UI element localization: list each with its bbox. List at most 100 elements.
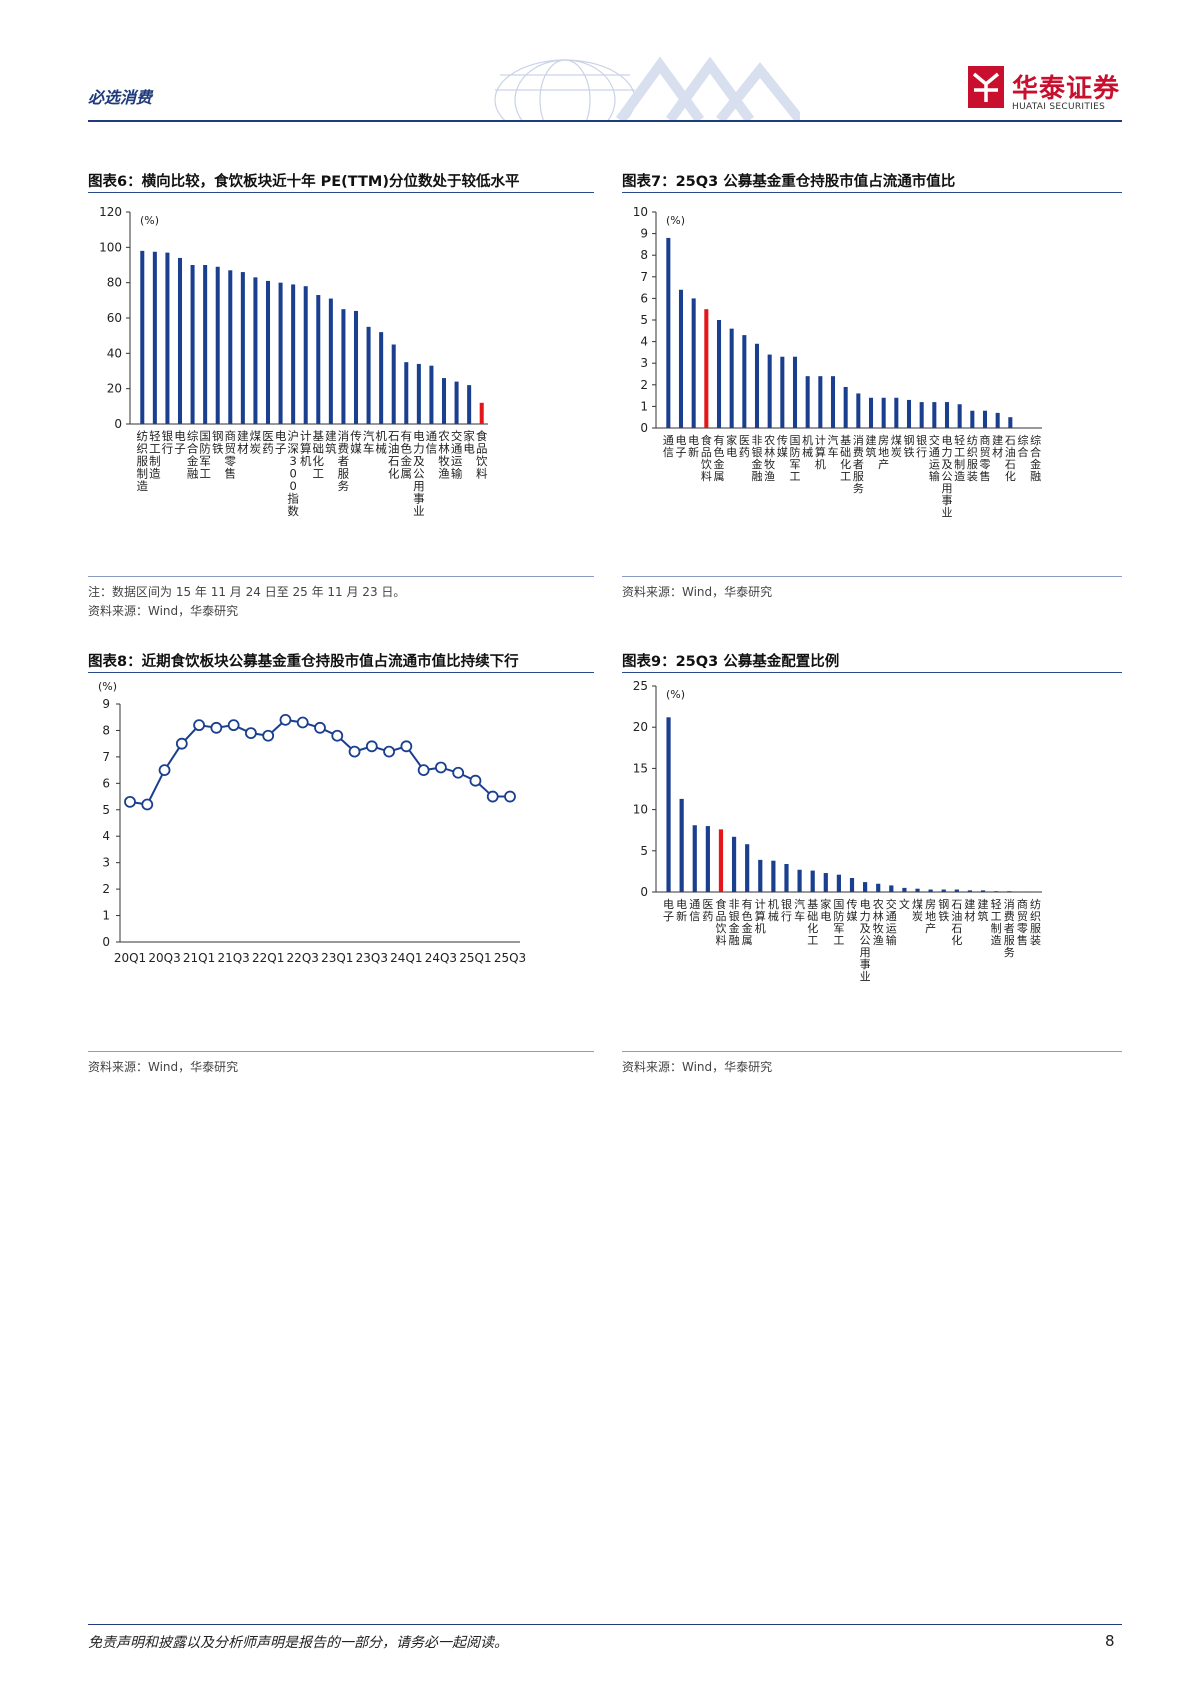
bar (240, 272, 245, 424)
x-tick-label: 农林牧渔 (873, 897, 884, 947)
bar (894, 397, 899, 428)
bar (818, 376, 823, 428)
data-point (314, 721, 326, 734)
y-tick-label: 5 (102, 803, 110, 817)
data-point (124, 795, 136, 808)
x-tick-label: 21Q1 (183, 951, 215, 965)
x-tick-label: 家电 (820, 897, 831, 923)
data-point (417, 764, 430, 777)
bar (810, 870, 815, 892)
x-tick-label: 24Q3 (425, 951, 457, 965)
bar (919, 402, 924, 428)
y-tick-label: 20 (633, 720, 648, 734)
figure-title-rule (88, 192, 594, 193)
x-tick-label: 25Q1 (459, 951, 491, 965)
x-tick-label: 25Q3 (494, 951, 526, 965)
y-tick-label: 7 (102, 750, 110, 764)
x-tick-label: 通信 (426, 429, 438, 456)
bar (691, 298, 696, 428)
x-tick-label: 国防军工 (833, 898, 844, 947)
footer-divider (88, 1624, 1122, 1625)
bar (742, 335, 747, 428)
y-tick-label: 1 (640, 399, 648, 413)
y-tick-label: 3 (102, 856, 110, 870)
y-tick-label: 7 (640, 270, 648, 284)
x-tick-label: 汽车 (363, 429, 375, 456)
x-tick-label: 文 (899, 897, 910, 911)
y-tick-label: 8 (102, 723, 110, 737)
x-tick-label: 医药 (262, 429, 274, 456)
figure-title-rule (622, 672, 1122, 673)
bar (915, 888, 920, 892)
bar (863, 882, 868, 892)
bar (479, 402, 484, 424)
x-tick-label: 有色金属 (401, 429, 413, 481)
x-tick-label: 电力及公用事业 (942, 434, 953, 519)
x-tick-label: 电新 (676, 898, 687, 923)
x-tick-label: 有色金属 (742, 897, 753, 947)
company-logo: 华泰证券 HUATAI SECURITIES (968, 66, 1128, 116)
x-tick-label: 建材 (992, 433, 1003, 459)
bar (165, 252, 170, 424)
bar (278, 282, 283, 424)
y-tick-label: 20 (107, 382, 122, 396)
bar (906, 399, 912, 428)
y-tick-label: 5 (640, 313, 648, 327)
bar (152, 251, 157, 424)
x-tick-label: 消费者服务 (853, 433, 864, 495)
data-point (331, 729, 344, 742)
bar (341, 309, 346, 424)
x-tick-label: 商贸零售 (225, 429, 237, 481)
bar (823, 873, 828, 892)
x-tick-label: 有色金属 (714, 433, 725, 483)
bar (467, 385, 472, 424)
bar (889, 885, 894, 892)
bar (758, 859, 763, 892)
bar (416, 363, 421, 424)
x-tick-label: 通信 (663, 434, 674, 459)
data-point (262, 729, 275, 742)
x-tick-label: 纺织服制造 (137, 429, 149, 493)
y-tick-label: 9 (102, 697, 110, 711)
bar (932, 402, 937, 428)
bar (731, 836, 737, 892)
bar (876, 883, 881, 892)
x-tick-label: 石油石化 (388, 429, 400, 481)
x-tick-label: 农林牧渔 (438, 429, 450, 481)
unit-label: (%) (666, 688, 685, 701)
x-tick-label: 综合金融 (1030, 433, 1041, 483)
x-tick-label: 消费者服务 (338, 429, 350, 493)
bar-chart-pe-percentile: 020406080100120(%)纺织服制造轻工制造银行电子综合金融国防军工钢… (99, 205, 488, 518)
bar (404, 362, 409, 424)
y-tick-label: 5 (640, 844, 648, 858)
y-tick-label: 80 (107, 276, 122, 290)
bar (391, 344, 396, 424)
bar (792, 356, 798, 428)
figure-title: 图表6：横向比较，食饮板块近十年 PE(TTM)分位数处于较低水平 (88, 174, 520, 190)
x-tick-label: 电子 (174, 429, 186, 456)
x-tick-label: 计算机 (755, 898, 766, 935)
bar (729, 328, 734, 428)
y-tick-label: 8 (640, 248, 648, 262)
y-tick-label: 10 (633, 205, 648, 219)
x-tick-label: 国防军工 (199, 429, 211, 481)
data-point (348, 745, 361, 758)
data-point (175, 737, 188, 750)
bar-chart-fund-holdings-ratio: 0 1 2 3 4 5 6 7 8 9 10 (%) 通信电子电新食品饮料有色金属家电医药非银金融农林牧… (633, 205, 1042, 519)
x-tick-label: 石油石化 (951, 898, 962, 947)
data-point (452, 766, 465, 779)
figure-bottom-rule (622, 576, 1122, 577)
bar (441, 378, 447, 424)
y-tick-label: 40 (107, 346, 122, 360)
x-tick-label: 22Q1 (252, 951, 284, 965)
y-tick-label: 100 (99, 240, 122, 254)
x-tick-label: 电子 (275, 429, 287, 456)
bar (291, 284, 296, 424)
x-tick-label: 食品饮料 (701, 433, 712, 483)
x-tick-label: 轻工制造 (954, 433, 965, 483)
bar (754, 343, 760, 428)
bar (666, 237, 671, 428)
x-tick-label: 传媒 (777, 434, 788, 459)
bar (944, 402, 950, 428)
header-divider (88, 120, 1122, 122)
